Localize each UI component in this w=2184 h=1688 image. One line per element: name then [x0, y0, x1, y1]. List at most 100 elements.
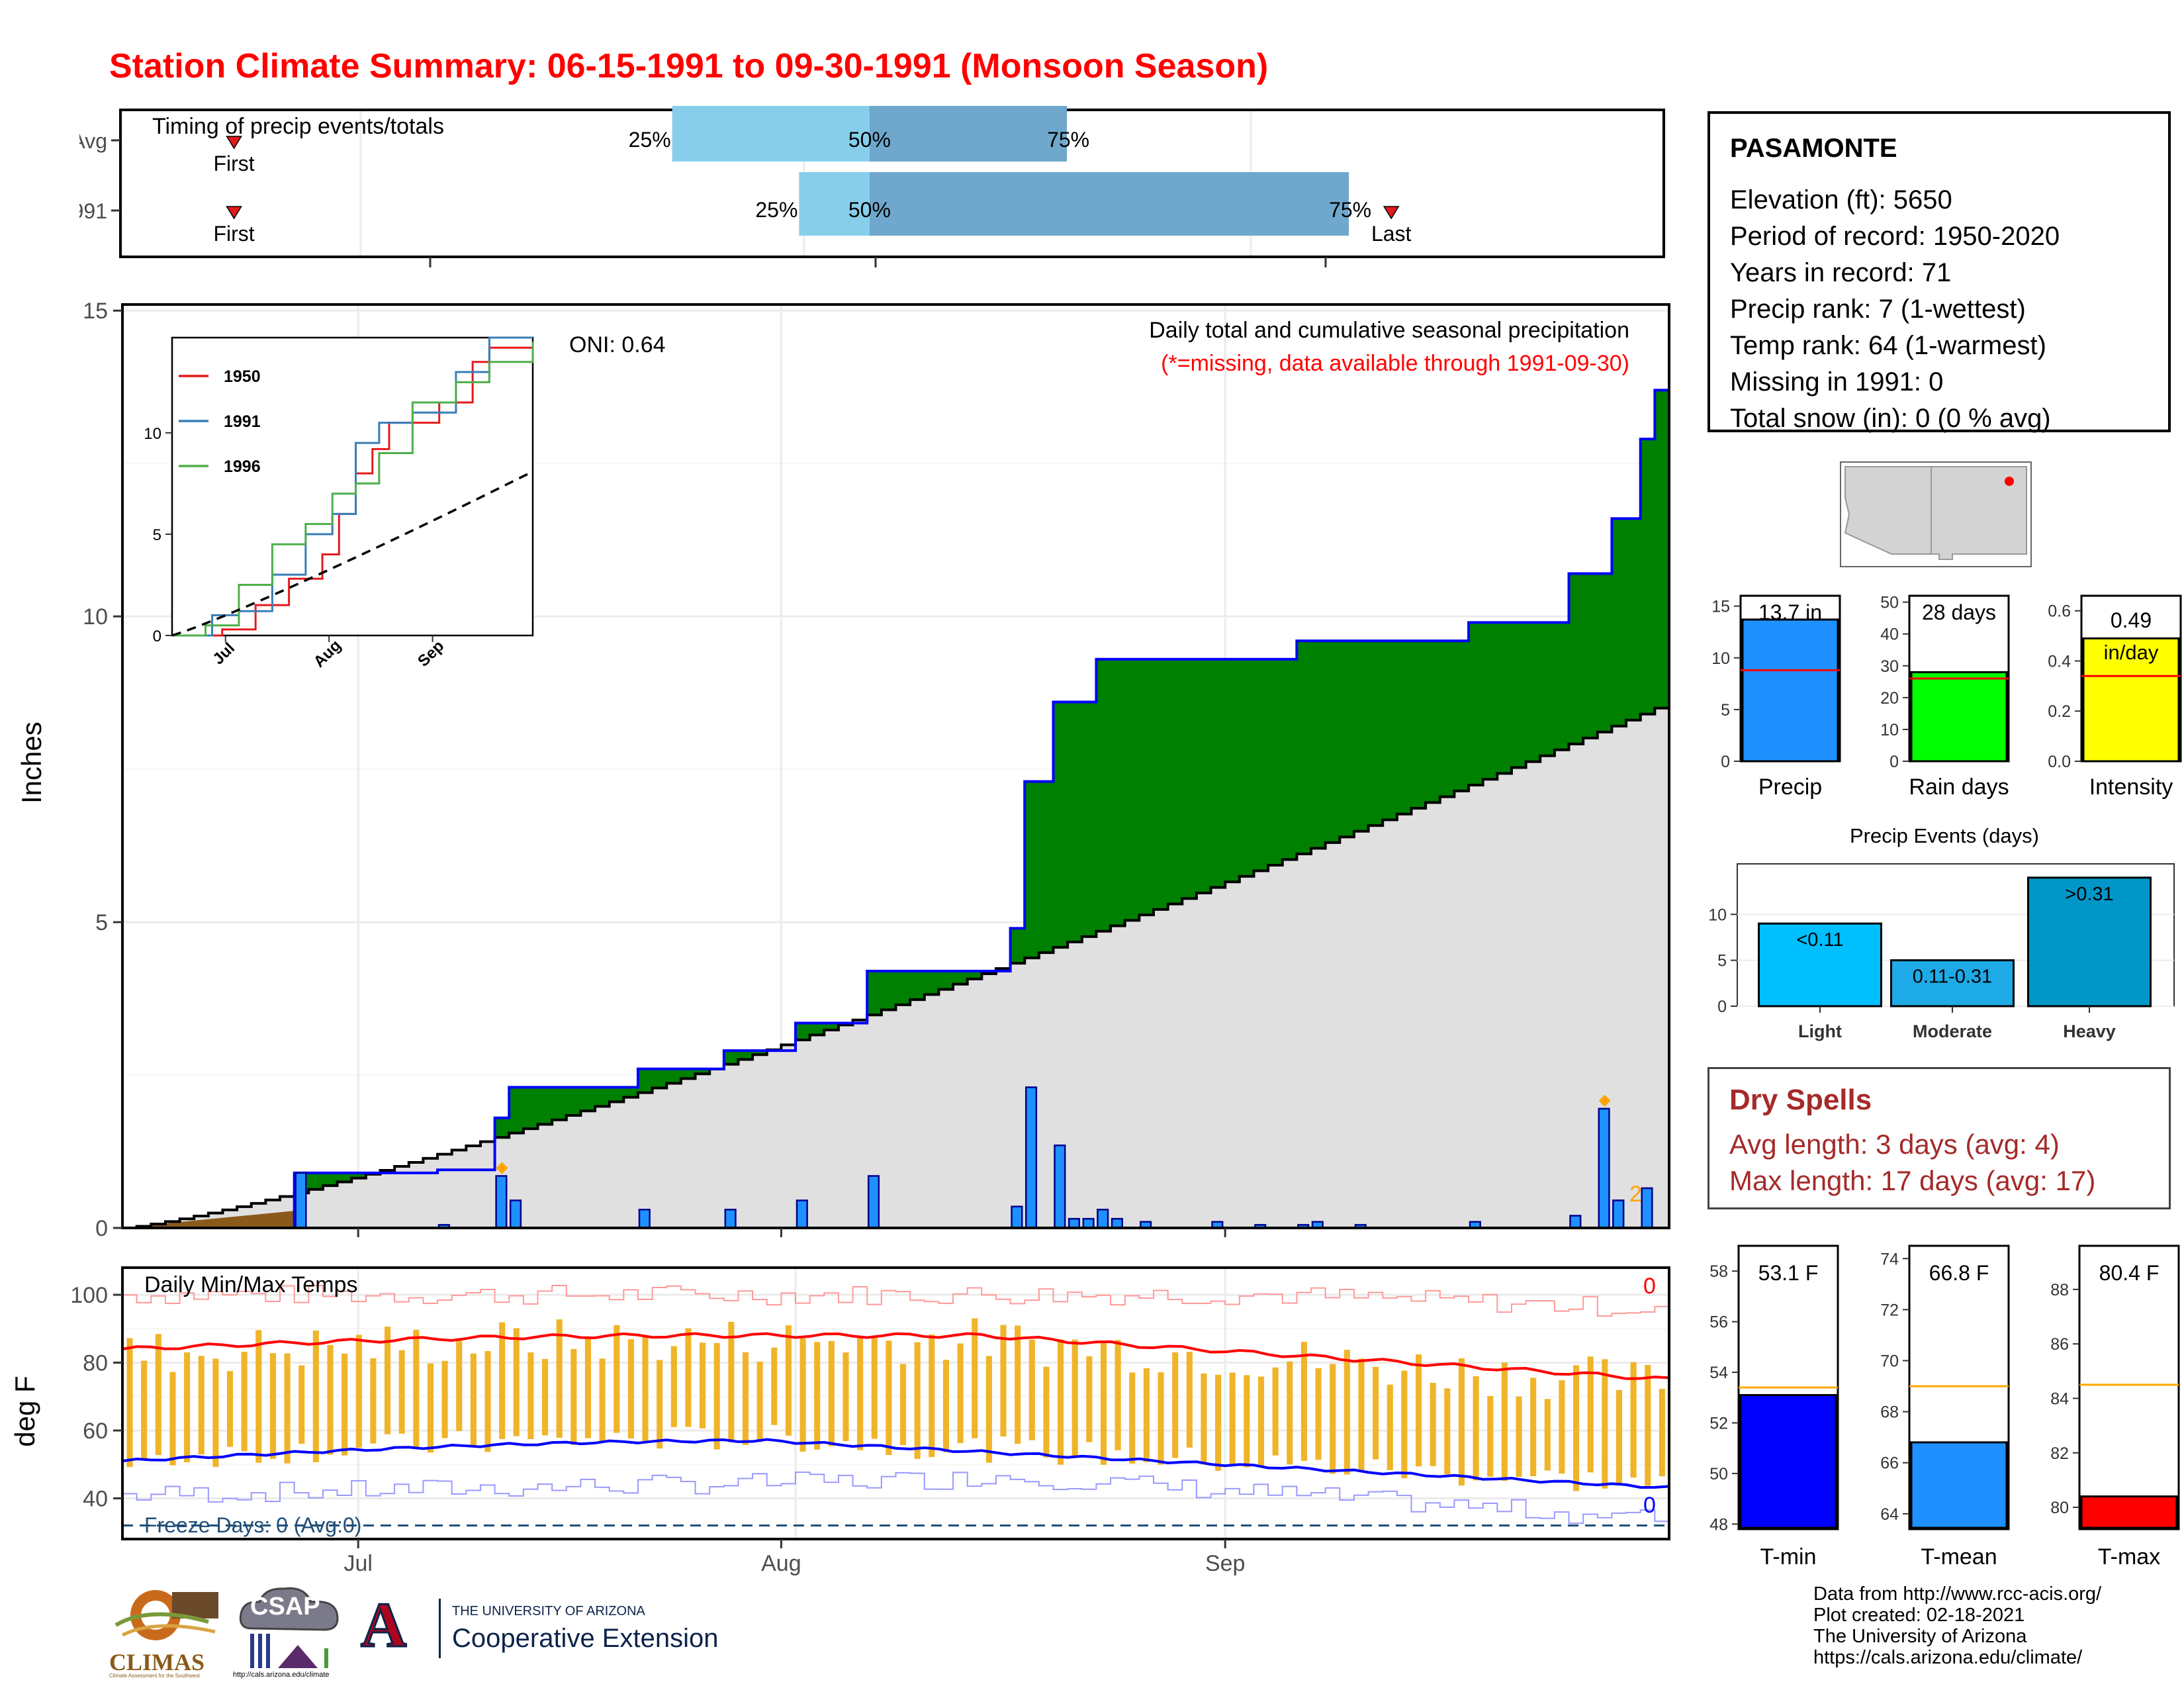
- daily-temp-bar: [1186, 1352, 1193, 1448]
- daily-temp-bar: [1430, 1382, 1436, 1466]
- climas-logo: CLIMAS Climate Assessment for the Southw…: [109, 1585, 222, 1679]
- station-line-years: Years in record: 71: [1730, 258, 1952, 287]
- daily-temp-bar: [857, 1336, 864, 1450]
- daily-temp-bar: [1143, 1368, 1150, 1462]
- intensity-bar: [2082, 637, 2180, 763]
- precip-ytick-label: 10: [83, 604, 108, 630]
- daily-temp-bar: [184, 1352, 191, 1462]
- temp-ytick-label: 80: [83, 1351, 108, 1376]
- timing-bar-upper: [869, 172, 1349, 236]
- locator-map: [1840, 461, 2032, 567]
- daily-temp-bar: [1330, 1364, 1336, 1474]
- daily-precip-bar: [1068, 1217, 1081, 1229]
- daily-temp-bar: [441, 1360, 448, 1438]
- timing-p75-label: 75%: [1047, 128, 1089, 152]
- timing-label: Timing of precip events/totals: [152, 114, 444, 139]
- daily-temp-bar: [556, 1319, 563, 1438]
- footer-line-3: The University of Arizona: [1813, 1626, 2027, 1647]
- temp-bar-ytick-label: 68: [1880, 1403, 1899, 1422]
- daily-temp-bar: [226, 1371, 234, 1447]
- station-line-snow: Total snow (in): 0 (0 % avg): [1730, 404, 2051, 433]
- inset-legend-label: 1950: [224, 367, 261, 386]
- daily-temp-bar: [1086, 1356, 1093, 1442]
- mini-ytick-label: 0: [1721, 753, 1730, 771]
- daily-temp-bar: [169, 1372, 176, 1466]
- inset-ytick-label: 5: [153, 526, 161, 544]
- station-line-missing: Missing in 1991: 0: [1730, 367, 1944, 397]
- daily-temp-bar: [756, 1361, 763, 1442]
- station-line-period: Period of record: 1950-2020: [1730, 222, 2060, 251]
- daily-temp-bar: [985, 1356, 992, 1463]
- station-info-box: PASAMONTE Elevation (ft): 5650 Period of…: [1707, 111, 2171, 433]
- mini-ytick-label: 10: [1880, 721, 1899, 739]
- daily-temp-bar: [785, 1325, 792, 1436]
- daily-temp-bar: [1272, 1367, 1279, 1456]
- temp-bar-ytick-label: 82: [2050, 1444, 2069, 1463]
- daily-temp-bar: [1300, 1342, 1307, 1461]
- mini-ytick-label: 0.0: [2048, 753, 2071, 771]
- daily-temp-bar: [1487, 1395, 1494, 1477]
- timing-p25-label: 25%: [755, 198, 797, 222]
- inset-legend-label: 1996: [224, 457, 261, 476]
- precip-max-marker: [1598, 1094, 1611, 1107]
- daily-temp-bar: [728, 1321, 735, 1442]
- mini-ytick-label: 20: [1880, 689, 1899, 708]
- ua-a-logo: A: [359, 1589, 407, 1662]
- station-line-precip-rank: Precip rank: 7 (1-wettest): [1730, 295, 2026, 324]
- daily-temp-bar: [1473, 1376, 1479, 1481]
- daily-precip-bar: [724, 1209, 737, 1229]
- daily-temp-bar: [584, 1338, 592, 1438]
- daily-precip-bar: [1082, 1217, 1095, 1229]
- daily-temp-bar: [1630, 1362, 1637, 1478]
- climas-logo-subtext: Climate Assessment for the Southwest: [109, 1673, 200, 1679]
- timing-bar-upper: [869, 98, 1068, 162]
- daily-temp-bar: [1000, 1325, 1007, 1437]
- timing-row-label: Avg: [79, 129, 107, 153]
- inset-cumulative-chart: 0 5 10 Jul Aug Sep 1950 1991 1996: [144, 336, 534, 671]
- intensity-unit-label: in/day: [2104, 641, 2159, 664]
- daily-temp-bar: [1058, 1339, 1064, 1465]
- station-line-temp-rank: Temp rank: 64 (1-warmest): [1730, 331, 2046, 360]
- daily-temp-bar: [914, 1342, 921, 1459]
- daily-temp-bar: [370, 1358, 377, 1444]
- daily-temp-bar: [269, 1353, 276, 1459]
- avg-min-temp-line: [122, 1438, 1670, 1489]
- daily-precip-bar: [510, 1199, 522, 1229]
- daily-temp-bar: [599, 1358, 606, 1443]
- daily-temp-bar: [972, 1318, 978, 1438]
- precip-ylabel: Inches: [16, 722, 47, 804]
- temp-label: Daily Min/Max Temps: [144, 1272, 358, 1297]
- daily-temp-bar: [1315, 1368, 1322, 1460]
- precip-ytick-label: 5: [95, 910, 108, 935]
- tmin-value-label: 53.1 F: [1758, 1261, 1819, 1285]
- daily-temp-bar: [742, 1352, 749, 1445]
- daily-temp-bar: [1343, 1350, 1350, 1475]
- daily-temp-bar: [284, 1353, 291, 1464]
- timing-first-marker: [226, 206, 242, 220]
- daily-temp-bar: [1387, 1384, 1393, 1470]
- csap-logo-url: http://cals.arizona.edu/climate: [233, 1671, 330, 1679]
- daily-temp-bar: [799, 1338, 806, 1452]
- temp-bar-ytick-label: 72: [1880, 1301, 1899, 1319]
- daily-temp-bar: [1602, 1359, 1608, 1489]
- daily-precip-bar: [1025, 1086, 1038, 1229]
- daily-temp-bar: [398, 1350, 405, 1434]
- daily-temp-bar: [1229, 1372, 1236, 1467]
- daily-temp-bar: [842, 1352, 849, 1442]
- record-min-line: [122, 1472, 1669, 1524]
- daily-temp-bar: [1257, 1376, 1265, 1466]
- daily-temp-bar: [1287, 1361, 1293, 1465]
- daily-temp-bar: [1115, 1340, 1121, 1450]
- timing-first-label: First: [213, 222, 254, 246]
- daily-temp-bar: [241, 1351, 248, 1452]
- station-location-marker: [2005, 477, 2014, 486]
- daily-temp-bar: [828, 1340, 835, 1446]
- daily-temp-bar: [1530, 1378, 1537, 1477]
- timing-p25-label: 25%: [629, 128, 671, 152]
- daily-temp-bar: [1100, 1342, 1107, 1465]
- temp-bar-ytick-label: 84: [2050, 1389, 2069, 1408]
- tmean-axis-label: T-mean: [1921, 1544, 1997, 1570]
- event-bar-label: >0.31: [2065, 884, 2113, 905]
- tmax-value-label: 80.4 F: [2099, 1261, 2160, 1285]
- events-ytick-label: 5: [1717, 952, 1727, 970]
